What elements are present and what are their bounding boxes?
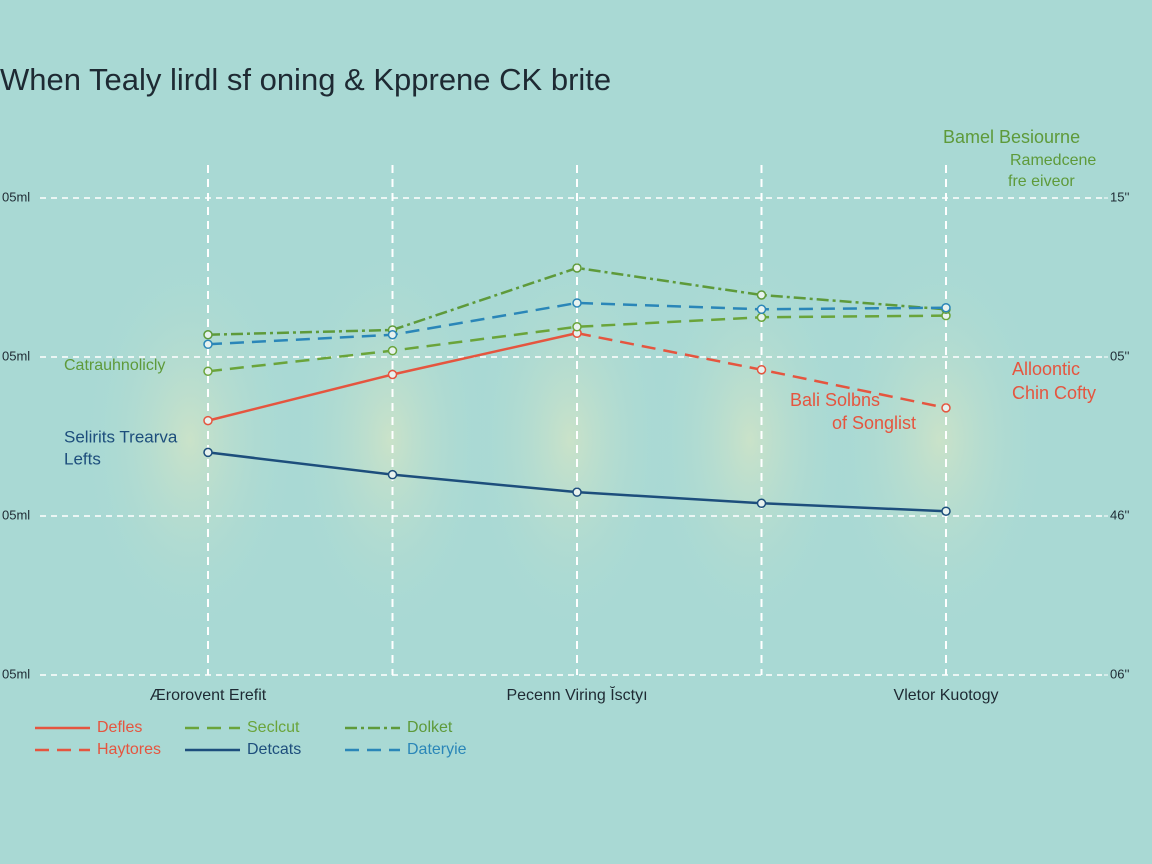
chart-title: When Tealy lirdl sf oning & Kpprene CK b… <box>0 62 611 97</box>
point <box>756 498 767 509</box>
point <box>572 263 582 273</box>
point <box>572 322 582 332</box>
annotation: Lefts <box>64 449 101 468</box>
annotation: of Songlist <box>832 413 916 433</box>
x-tick-label: Vletor Kuotogy <box>894 687 999 704</box>
point <box>756 364 767 375</box>
annotation: Ramedcene <box>1010 152 1096 169</box>
y2-tick-label: 46'' <box>1110 507 1129 522</box>
point <box>387 345 398 356</box>
annotation: Catrauhnolicly <box>64 357 165 374</box>
legend-label: Detcats <box>247 741 301 758</box>
point <box>941 506 951 516</box>
point <box>756 304 767 315</box>
legend-label: Haytores <box>97 741 161 758</box>
point <box>387 329 398 340</box>
point <box>203 339 213 350</box>
x-tick-label: Ærorovent Erefit <box>150 687 267 704</box>
series-line <box>207 314 947 373</box>
y-tick-label: 05ml <box>2 666 30 681</box>
point <box>941 302 951 313</box>
y-tick-label: 05ml <box>2 507 30 522</box>
legend-label: Dateryie <box>407 741 467 758</box>
point <box>203 329 213 340</box>
legend-label: Dolket <box>407 719 453 736</box>
point <box>756 312 767 322</box>
point <box>387 369 398 380</box>
point <box>572 487 582 497</box>
point <box>203 447 213 458</box>
series-line <box>207 301 947 346</box>
annotation: Selirits Trearva <box>64 427 178 446</box>
y-tick-label: 05ml <box>2 348 30 363</box>
x-tick-label: Pecenn Viring Ĭsctyı <box>506 685 647 704</box>
annotation: Bamel Besiourne <box>943 127 1080 147</box>
y2-tick-label: 06'' <box>1110 666 1129 681</box>
y2-tick-label: 05'' <box>1110 348 1129 363</box>
y-tick-label: 05ml <box>2 189 30 204</box>
annotation: Bali Solbns <box>790 390 880 410</box>
background-blobs <box>80 240 1050 640</box>
point <box>203 415 213 426</box>
point <box>572 298 582 308</box>
legend-label: Seclcut <box>247 719 300 736</box>
point <box>387 469 398 480</box>
point <box>941 403 951 413</box>
point <box>756 290 767 300</box>
legend-label: Defles <box>97 719 142 736</box>
y2-tick-label: 15'' <box>1110 189 1129 204</box>
annotation: Alloontic <box>1012 359 1080 379</box>
annotation: fre eiveor <box>1008 173 1075 190</box>
annotation: Chin Cofty <box>1012 383 1096 403</box>
point <box>203 366 213 377</box>
